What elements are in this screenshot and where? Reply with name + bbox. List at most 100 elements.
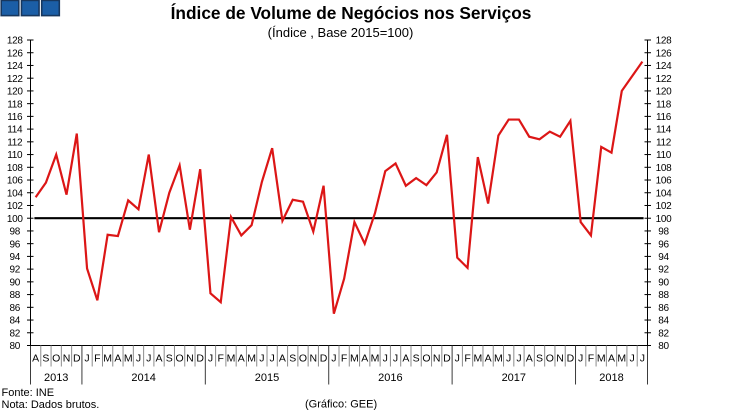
svg-text:S: S (536, 353, 543, 365)
svg-text:O: O (52, 353, 60, 365)
svg-text:102: 102 (7, 201, 24, 212)
svg-text:S: S (289, 353, 296, 365)
svg-text:D: D (196, 353, 204, 365)
svg-text:S: S (42, 353, 49, 365)
svg-text:104: 104 (656, 188, 673, 199)
svg-text:98: 98 (10, 227, 21, 238)
svg-text:N: N (186, 353, 194, 365)
svg-text:A: A (485, 353, 492, 365)
svg-text:N: N (63, 353, 71, 365)
svg-text:F: F (94, 353, 100, 365)
svg-text:94: 94 (658, 252, 669, 263)
svg-text:120: 120 (7, 87, 24, 98)
svg-text:O: O (546, 353, 554, 365)
svg-text:A: A (32, 353, 39, 365)
svg-text:110: 110 (656, 150, 672, 161)
svg-text:A: A (526, 353, 533, 365)
svg-text:90: 90 (658, 277, 669, 288)
svg-text:122: 122 (7, 74, 24, 85)
svg-text:96: 96 (10, 239, 21, 250)
svg-text:N: N (556, 353, 564, 365)
svg-text:124: 124 (656, 61, 673, 72)
svg-text:96: 96 (658, 239, 669, 250)
svg-text:112: 112 (656, 137, 672, 148)
svg-text:Nota: Dados brutos.: Nota: Dados brutos. (2, 399, 100, 411)
svg-text:J: J (146, 353, 151, 365)
svg-text:(Índice , Base 2015=100): (Índice , Base 2015=100) (268, 25, 414, 40)
svg-text:J: J (331, 353, 336, 365)
svg-text:Fonte: INE: Fonte: INE (2, 387, 55, 399)
svg-text:F: F (588, 353, 594, 365)
svg-text:D: D (73, 353, 81, 365)
svg-text:2017: 2017 (502, 372, 526, 384)
svg-text:M: M (124, 353, 133, 365)
svg-text:114: 114 (7, 125, 23, 136)
svg-text:M: M (473, 353, 482, 365)
svg-text:J: J (208, 353, 213, 365)
svg-text:102: 102 (656, 201, 673, 212)
svg-text:J: J (629, 353, 634, 365)
svg-text:A: A (156, 353, 163, 365)
svg-text:116: 116 (7, 112, 23, 123)
svg-text:80: 80 (10, 341, 21, 352)
svg-text:J: J (84, 353, 89, 365)
svg-text:106: 106 (656, 176, 673, 187)
svg-text:82: 82 (10, 328, 21, 339)
svg-text:A: A (402, 353, 409, 365)
svg-text:112: 112 (7, 137, 23, 148)
svg-text:A: A (608, 353, 615, 365)
svg-text:126: 126 (656, 48, 673, 59)
svg-text:128: 128 (656, 36, 673, 47)
svg-text:90: 90 (10, 277, 21, 288)
svg-text:M: M (247, 353, 256, 365)
svg-text:F: F (464, 353, 470, 365)
svg-text:118: 118 (7, 99, 23, 110)
svg-text:86: 86 (10, 303, 21, 314)
svg-text:S: S (413, 353, 420, 365)
svg-text:2016: 2016 (378, 372, 402, 384)
svg-text:S: S (166, 353, 173, 365)
svg-text:92: 92 (10, 265, 21, 276)
svg-text:106: 106 (7, 176, 24, 187)
svg-text:Índice de Volume de Negócios n: Índice de Volume de Negócios nos Serviço… (171, 3, 532, 23)
svg-text:2015: 2015 (255, 372, 279, 384)
svg-text:(Gráfico: GEE): (Gráfico: GEE) (305, 399, 377, 411)
svg-text:98: 98 (658, 227, 669, 238)
svg-text:M: M (227, 353, 236, 365)
svg-text:88: 88 (658, 290, 669, 301)
svg-text:94: 94 (10, 252, 21, 263)
svg-text:100: 100 (656, 214, 673, 225)
svg-text:O: O (422, 353, 430, 365)
svg-text:116: 116 (656, 112, 672, 123)
svg-text:126: 126 (7, 48, 24, 59)
svg-text:86: 86 (658, 303, 669, 314)
svg-text:A: A (238, 353, 245, 365)
svg-text:82: 82 (658, 328, 669, 339)
svg-text:M: M (494, 353, 503, 365)
svg-text:M: M (597, 353, 606, 365)
svg-text:M: M (371, 353, 380, 365)
svg-text:110: 110 (7, 150, 23, 161)
svg-text:J: J (393, 353, 398, 365)
svg-text:84: 84 (10, 316, 21, 327)
svg-text:118: 118 (656, 99, 672, 110)
svg-text:104: 104 (7, 188, 24, 199)
svg-text:124: 124 (7, 61, 24, 72)
svg-text:A: A (114, 353, 121, 365)
svg-text:122: 122 (656, 74, 673, 85)
svg-text:M: M (617, 353, 626, 365)
svg-text:O: O (176, 353, 184, 365)
svg-text:2013: 2013 (44, 372, 68, 384)
svg-text:J: J (516, 353, 521, 365)
svg-text:D: D (443, 353, 451, 365)
svg-text:A: A (361, 353, 368, 365)
svg-text:J: J (578, 353, 583, 365)
svg-text:N: N (309, 353, 317, 365)
svg-text:128: 128 (7, 36, 24, 47)
svg-text:M: M (103, 353, 112, 365)
svg-text:A: A (279, 353, 286, 365)
svg-text:J: J (259, 353, 264, 365)
svg-text:O: O (299, 353, 307, 365)
svg-text:114: 114 (656, 125, 672, 136)
svg-text:J: J (270, 353, 275, 365)
